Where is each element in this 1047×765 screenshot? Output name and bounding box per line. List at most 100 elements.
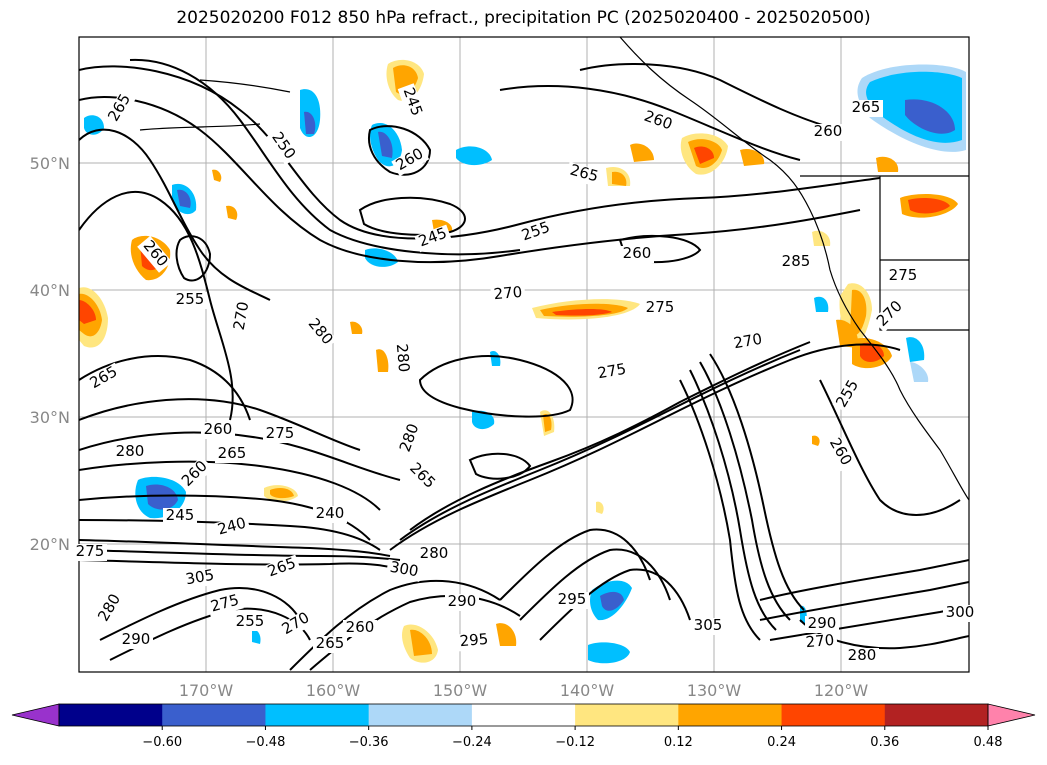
contour-label: 285 [782,252,811,270]
colorbar-tick-label: 0.36 [870,735,899,750]
contour-label: 270 [805,631,835,651]
contour-label: 295 [558,590,587,608]
contour-label: 275 [266,424,295,442]
lat-label-50n: 50°N [30,154,70,173]
lon-label-140w: 140°W [560,681,615,700]
lat-label-40n: 40°N [30,281,70,300]
contour-label-background [620,246,654,263]
contour-label-background [119,632,153,649]
contour-label-background [555,592,589,609]
contour-label-background [173,292,207,309]
colorbar-segment [471,704,576,726]
contour-label: 280 [848,646,877,664]
colorbar-tick-label: −0.36 [349,735,389,750]
contour-label-background [104,89,137,128]
contour-label-background [233,614,267,631]
contour-label-background [593,361,631,384]
lon-label-130w: 130°W [687,681,742,700]
contour-label-background [206,591,244,618]
longitude-labels: 170°W 160°W 150°W 140°W 130°W 120°W [179,681,869,700]
lon-label-120w: 120°W [814,681,869,700]
contour-label-background [113,444,147,461]
colorbar-tick-label: 0.12 [664,735,693,750]
colorbar-segment [59,704,163,726]
lon-label-160w: 160°W [306,681,361,700]
contour-label: 255 [176,290,205,308]
contour-label-background [137,235,173,273]
contour-label: 270 [230,300,253,331]
contour-label-background [638,107,677,136]
contour-label-background [391,340,412,376]
lon-label-150w: 150°W [433,681,488,700]
contour-label: 305 [694,616,723,634]
contour-label-background [94,589,127,628]
colorbar-tick-label: −0.60 [142,735,182,750]
contour-label: 265 [218,444,247,462]
colorbar-segment [678,704,783,726]
contour-label-background [403,458,440,495]
contour-label-background [517,218,556,247]
contour-label-background [417,546,451,563]
contour-label-background [177,456,214,493]
contour-label: 300 [389,558,420,581]
contour-label: 290 [448,592,477,610]
contour-label-background [313,506,347,523]
contour-label: 270 [493,283,523,303]
contour-label-background [215,446,249,463]
contour-label-background [643,300,677,317]
contour-label-background [302,313,338,351]
contour-label-background [845,648,879,665]
contour-label: 260 [623,244,652,262]
contour-label: 305 [184,566,215,589]
contour-label-background [849,100,883,117]
map-title: 2025020200 F012 850 hPa refract., precip… [176,8,871,28]
contour-label-background [265,127,300,166]
contour-label-background [201,422,235,439]
contour-label-background [823,433,856,472]
colorbar [11,703,1036,727]
colorbar-tick-label: −0.24 [452,735,492,750]
colorbar-segment [884,704,989,726]
contour-label: 260 [204,420,233,438]
colorbar-tick-label: 0.48 [974,735,1003,750]
colorbar-tick-label: −0.48 [246,735,286,750]
contour-label-background [181,567,219,590]
contour-label: 275 [889,266,918,284]
colorbar-segment [265,704,370,726]
contour-label: 280 [420,544,449,562]
contour-label-background [779,254,813,271]
contour-label-background [691,618,725,635]
contour-label-background [231,297,254,335]
map-area [79,37,969,672]
contour-label-background [263,554,302,583]
contour-label-background [802,632,838,653]
contour-label: 260 [814,122,843,140]
contour-label: 265 [852,98,881,116]
contour-label-background [456,631,492,652]
contour-label-background [943,605,977,622]
colorbar-tick-label: −0.12 [555,735,595,750]
contour-label: 300 [946,603,975,621]
colorbar-extend-max [987,703,1036,727]
contour-label: 290 [122,630,151,648]
colorbar-segment [575,704,679,726]
contour-label: 265 [316,634,345,652]
coastlines [139,37,969,501]
contour-label-background [832,375,865,414]
contour-label: 275 [76,542,105,560]
contour-label-background [811,124,845,141]
contour-label-background [313,636,347,653]
colorbar-outline [58,703,989,727]
contour-label: 290 [808,614,837,632]
contour-label-background [391,144,430,177]
contour-label-background [85,362,124,395]
contour-label-background [886,268,920,285]
contour-label-background [277,608,316,641]
contour-label-background [213,514,251,541]
contour-label-background [396,419,425,458]
contour-label: 245 [166,506,195,524]
lat-label-30n: 30°N [30,408,70,427]
contour-label-background [163,508,197,525]
contour-label: 280 [393,343,413,373]
